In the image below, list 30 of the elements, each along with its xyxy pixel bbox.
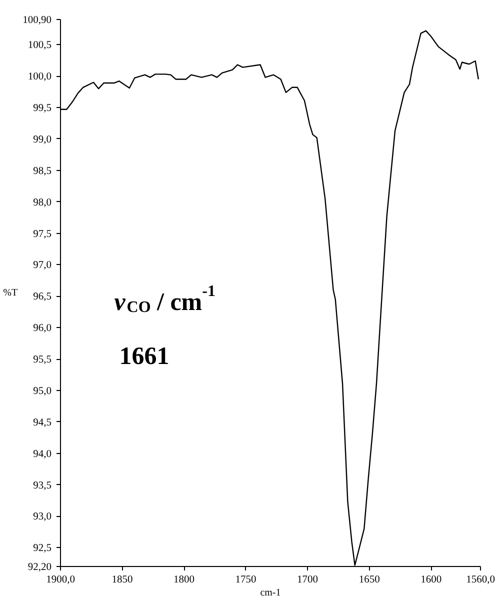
y-tick-label: 98,0: [33, 197, 52, 208]
x-tick-label: 1750: [235, 574, 256, 586]
y-tick-label: 94,0: [33, 448, 52, 460]
y-tick-label: 93,5: [33, 480, 52, 492]
x-tick-label: 1850: [112, 574, 133, 586]
y-tick-label: 93,0: [33, 512, 52, 523]
x-tick-label: 1650: [358, 574, 380, 586]
y-tick-label: 99,5: [33, 103, 52, 114]
x-tick-label: 1800: [174, 574, 195, 586]
y-tick-label: 97,0: [33, 260, 52, 272]
y-tick-label: 97,5: [33, 228, 52, 240]
y-tick-label: 92,5: [33, 543, 52, 554]
annotation: 1661: [119, 342, 170, 370]
y-tick-label: 100,90: [22, 15, 52, 26]
x-tick-label: 1900,0: [46, 574, 75, 586]
x-tick-label: 1600: [420, 574, 442, 586]
x-tick-label: 1700: [297, 574, 318, 586]
y-tick-label: 100,0: [28, 72, 52, 83]
y-tick-label: 92,20: [28, 562, 52, 573]
y-tick-label: 98,5: [33, 166, 52, 177]
y-tick-label: 99,0: [33, 134, 52, 146]
y-tick-label: 95,0: [33, 386, 52, 397]
x-tick-label: 1560,0: [466, 574, 495, 586]
y-tick-label: 100,5: [28, 40, 52, 52]
y-axis-title: %T: [3, 288, 18, 298]
y-tick-label: 96,5: [33, 292, 52, 303]
y-tick-label: 95,5: [33, 354, 52, 366]
x-axis-title: cm-1: [260, 588, 281, 598]
y-tick-label: 94,5: [33, 417, 52, 428]
y-tick-label: 96,0: [33, 323, 52, 334]
